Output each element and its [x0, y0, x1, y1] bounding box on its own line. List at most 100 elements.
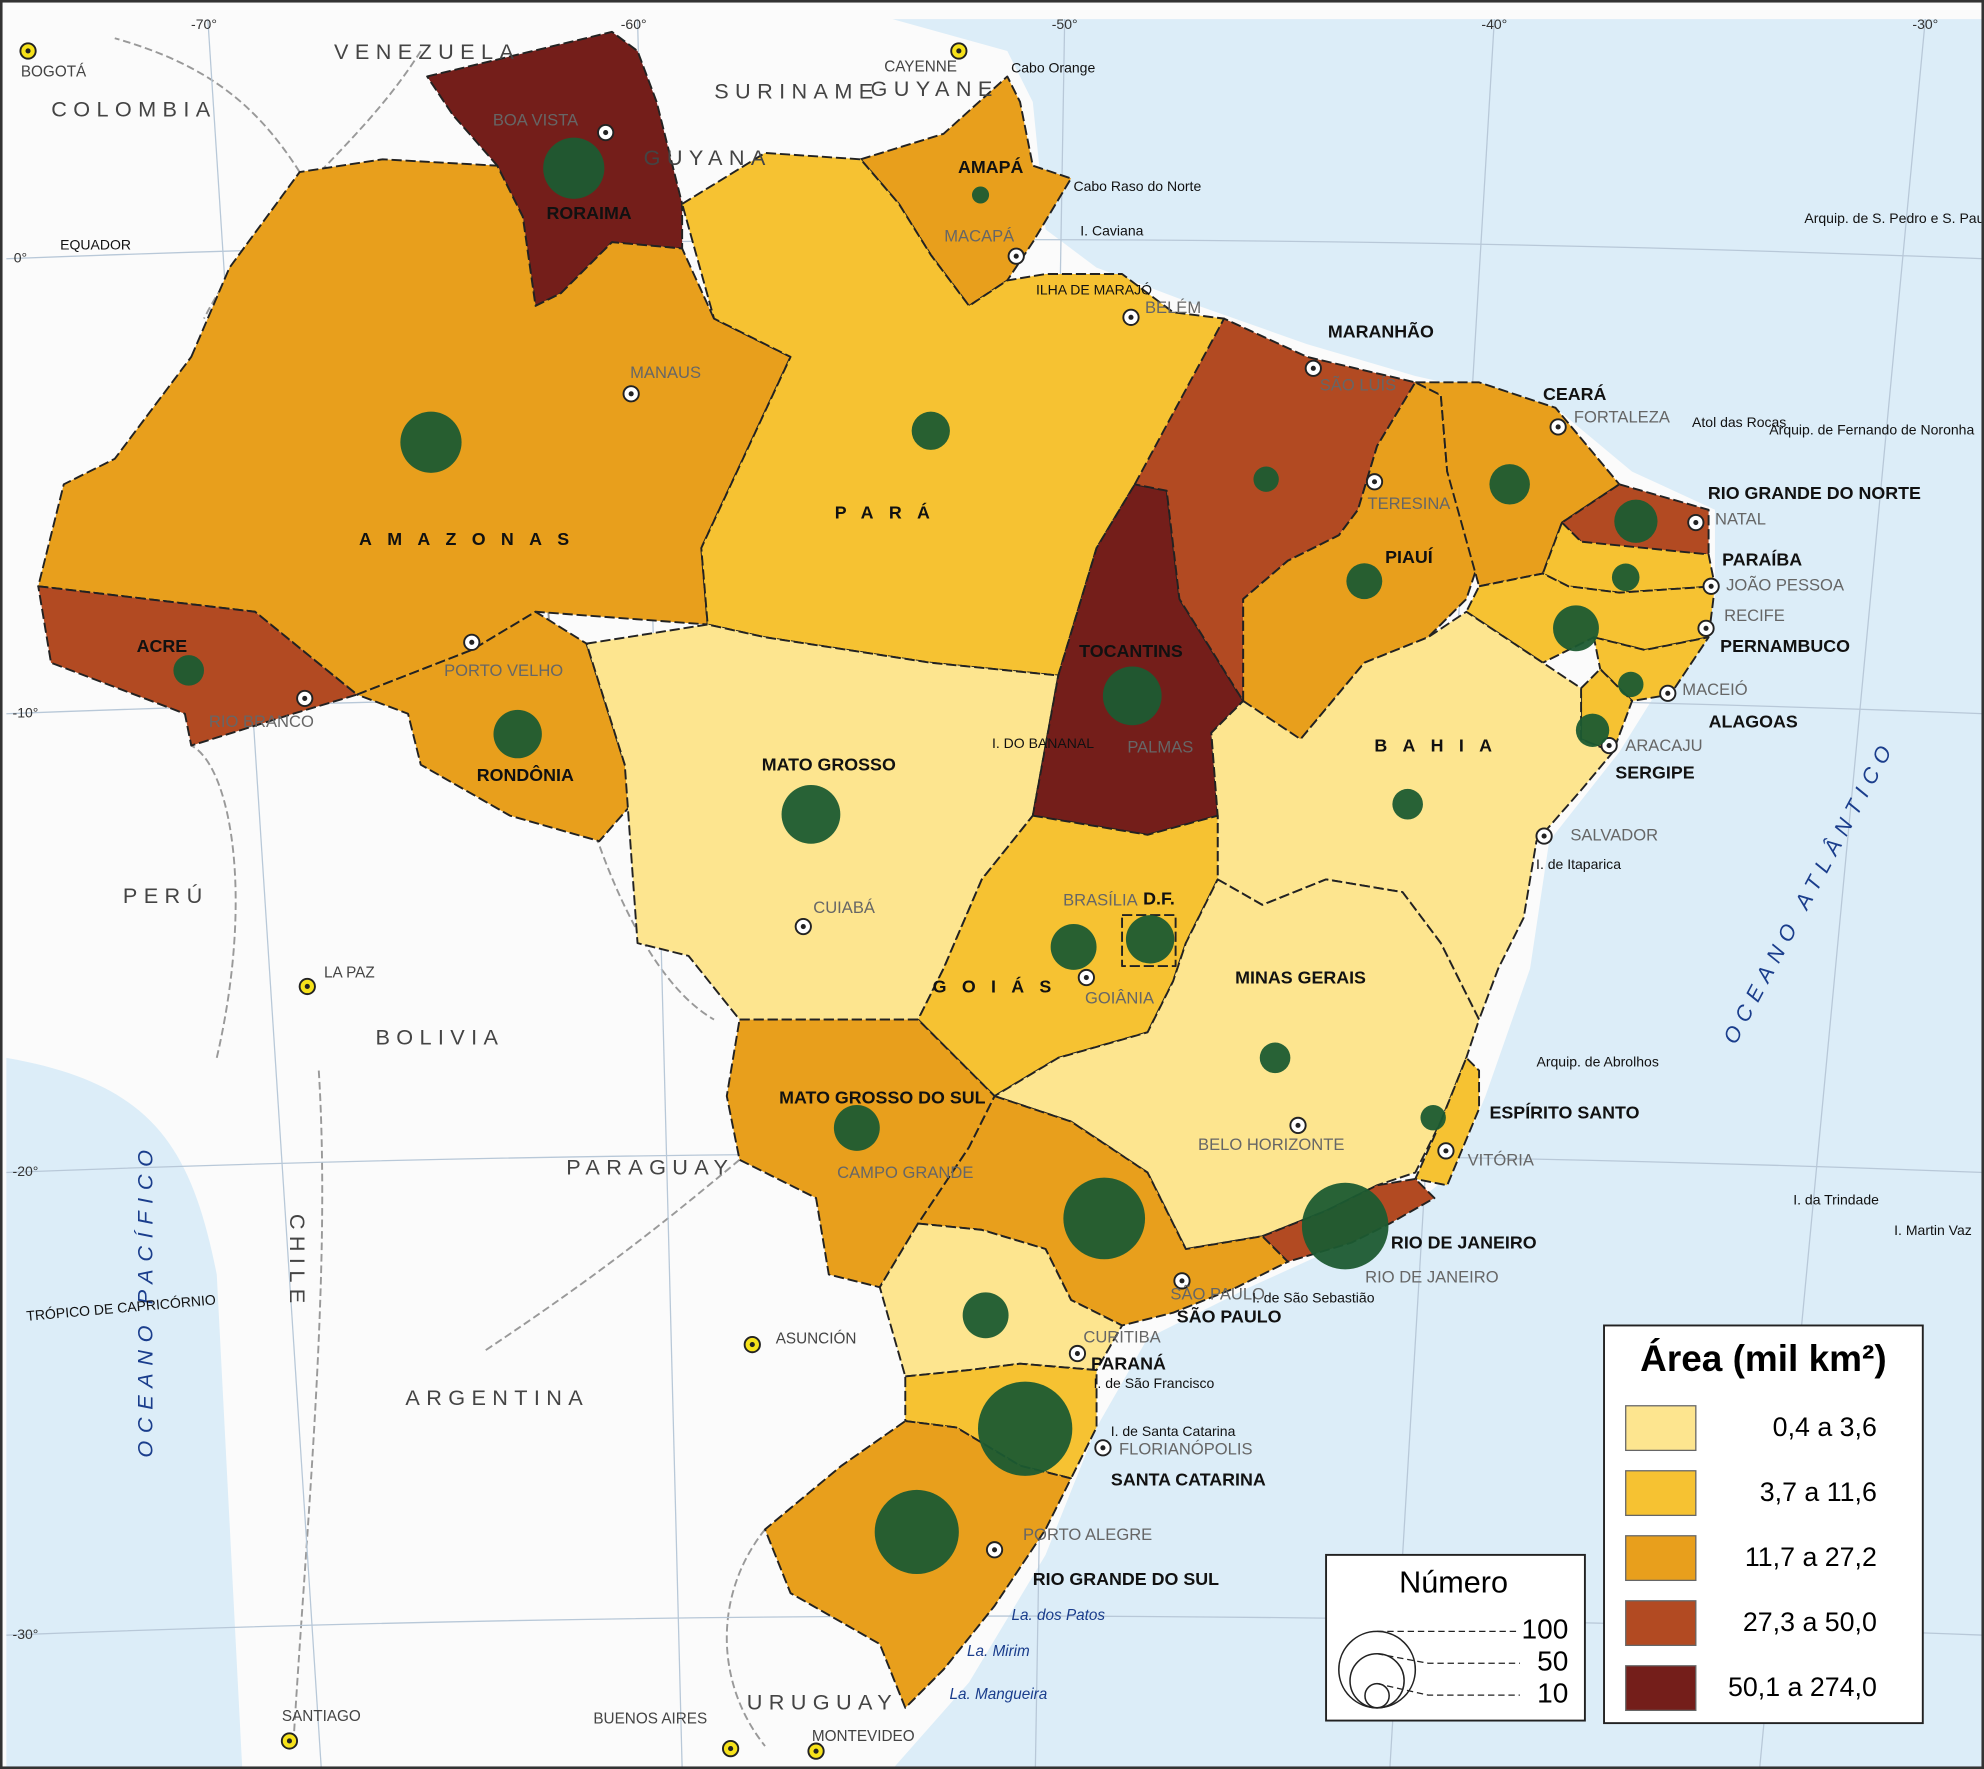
state-label: RONDÔNIA [477, 764, 574, 785]
place-label: La. Mirim [967, 1643, 1030, 1660]
place-label: CAMPO GRANDE [837, 1163, 973, 1182]
marker-dot [1703, 625, 1709, 631]
state-label: SÃO PAULO [1177, 1306, 1282, 1327]
area-legend: Área (mil km²) 0,4 a 3,6 3,7 a 11,6 11,7 a… [1603, 1324, 1924, 1725]
place-label: EQUADOR [60, 237, 131, 253]
marker-dot [992, 1547, 998, 1553]
marker-dot [469, 639, 475, 645]
state-label: RIO GRANDE DO SUL [1033, 1569, 1219, 1589]
place-label: COLOMBIA [51, 97, 216, 122]
place-label: LA PAZ [324, 965, 375, 982]
place-label: FORTALEZA [1574, 407, 1671, 426]
place-label: PALMAS [1127, 738, 1193, 757]
count-circle [1392, 788, 1423, 820]
place-label: NATAL [1715, 509, 1766, 528]
count-circle [977, 1381, 1073, 1476]
legend-box [1325, 1553, 1586, 1722]
legend-value: 10 [1537, 1677, 1568, 1708]
legend-value: 100 [1522, 1614, 1569, 1645]
marker-dot [1555, 424, 1561, 430]
legend-leader [1376, 1683, 1520, 1696]
legend-title: Área (mil km²) [1640, 1338, 1886, 1379]
place-label: I. de São Francisco [1094, 1375, 1215, 1391]
place-label: BOA VISTA [493, 110, 579, 129]
state-label: AMAZONAS [359, 529, 584, 549]
place-label: La. Mangueira [950, 1686, 1048, 1703]
count-circle [493, 709, 542, 759]
marker-dot [628, 391, 634, 397]
state-label: SERGIPE [1615, 762, 1694, 782]
place-label: ASUNCIÓN [776, 1331, 857, 1348]
marker-dot [25, 48, 31, 54]
place-label: BUENOS AIRES [593, 1710, 707, 1727]
legend-swatch [1625, 1405, 1697, 1452]
count-circle [962, 1292, 1009, 1339]
place-label: VITÓRIA [1468, 1150, 1535, 1169]
place-label: RIO DE JANEIRO [1365, 1268, 1499, 1287]
count-circle [781, 785, 841, 844]
place-label: I. DO BANANAL [992, 735, 1094, 751]
place-label: GUYANA [644, 145, 772, 170]
legend-swatch [1625, 1535, 1697, 1582]
state-label: AMAPÁ [958, 156, 1024, 177]
state-label: ALAGOAS [1709, 711, 1798, 731]
count-circle [1611, 563, 1640, 592]
place-label: TERESINA [1368, 494, 1452, 513]
marker-dot [286, 1738, 292, 1744]
count-circle [874, 1489, 959, 1575]
place-label: ARACAJU [1625, 736, 1702, 755]
place-label: JOÃO PESSOA [1726, 575, 1845, 595]
state-label: ACRE [137, 636, 188, 656]
place-label: SÃO LUÍS [1320, 375, 1396, 395]
graticule-label: -30° [1912, 16, 1938, 32]
state-label: PERNAMBUCO [1720, 636, 1850, 656]
graticule-label: -40° [1481, 16, 1507, 32]
legend-swatch [1625, 1470, 1697, 1517]
place-label: Arquip. de Abrolhos [1536, 1054, 1658, 1070]
place-label: RECIFE [1724, 606, 1785, 625]
legend-label: 11,7 a 27,2 [1745, 1542, 1877, 1572]
marker-dot [1083, 974, 1089, 981]
marker-dot [800, 924, 806, 930]
state-label: RIO DE JANEIRO [1391, 1233, 1537, 1253]
state-label: GOIÁS [933, 975, 1067, 996]
state-label: MATO GROSSO [762, 755, 896, 775]
place-label: BRASÍLIA [1063, 890, 1139, 909]
marker-dot [1310, 365, 1316, 371]
place-label: La. dos Patos [1012, 1607, 1106, 1624]
marker-dot [1693, 519, 1699, 526]
state-label: ESPÍRITO SANTO [1490, 1102, 1640, 1123]
proportional-circles [173, 137, 1658, 1575]
graticule-label: -60° [621, 16, 647, 32]
place-label: GUYANE [871, 76, 999, 101]
marker-dot [1665, 690, 1671, 696]
graticule-label: 0° [14, 249, 27, 265]
graticule-label: -30° [13, 1626, 39, 1642]
marker-dot [1541, 833, 1547, 839]
place-label: GOIÂNIA [1085, 989, 1155, 1008]
marker-dot [1443, 1148, 1449, 1154]
place-label: URUGUAY [747, 1690, 898, 1715]
state-label: PARANÁ [1091, 1353, 1166, 1374]
state-label: RIO GRANDE DO NORTE [1708, 483, 1921, 503]
graticule-label: -70° [191, 16, 217, 32]
count-circle [1063, 1177, 1146, 1260]
marker-dot [1371, 479, 1378, 485]
place-label: PERÚ [123, 883, 209, 908]
count-circle [1575, 713, 1610, 747]
place-label: MANAUS [630, 363, 701, 382]
state-label: CEARÁ [1543, 383, 1607, 404]
place-label: I. de São Sebastião [1252, 1289, 1375, 1305]
marker-dot [304, 983, 310, 990]
graticule-label: -50° [1052, 16, 1078, 32]
place-label: Cabo Raso do Norte [1073, 178, 1201, 194]
marker-dot [1128, 314, 1134, 320]
legend-label: 50,1 a 274,0 [1728, 1672, 1877, 1702]
place-label: PARAGUAY [566, 1154, 734, 1179]
count-circle [971, 186, 990, 204]
place-label: MACAPÁ [944, 226, 1015, 245]
place-label: SURINAME [714, 79, 879, 104]
marker-dot [749, 1342, 755, 1348]
